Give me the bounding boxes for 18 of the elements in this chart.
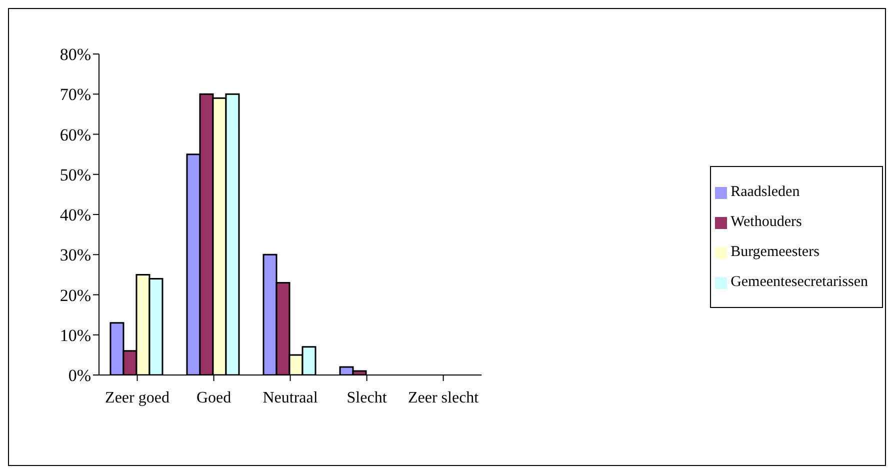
legend-label: Raadsleden [730,184,800,200]
x-tick-label: Neutraal [262,389,318,406]
y-tick-label: 40% [60,206,91,225]
y-tick-label: 0% [68,366,91,386]
y-tick-label: 20% [60,286,91,305]
x-tick-label: Zeer goed [105,389,170,406]
x-tick-label: Goed [196,389,232,406]
y-tick-label: 70% [60,85,91,104]
y-tick-label: 80% [60,45,91,64]
legend-label: Wethouders [730,214,802,230]
legend-label: Burgemeesters [730,244,820,260]
y-tick-label: 50% [60,165,91,184]
x-tick-label: Zeer slecht [408,389,480,406]
x-tick-label: Slecht [346,389,388,406]
y-tick-label: 30% [60,246,91,265]
y-tick-label: 10% [60,326,91,345]
y-tick-label: 60% [60,125,91,144]
legend-label: Gemeentesecretarissen [730,274,868,290]
